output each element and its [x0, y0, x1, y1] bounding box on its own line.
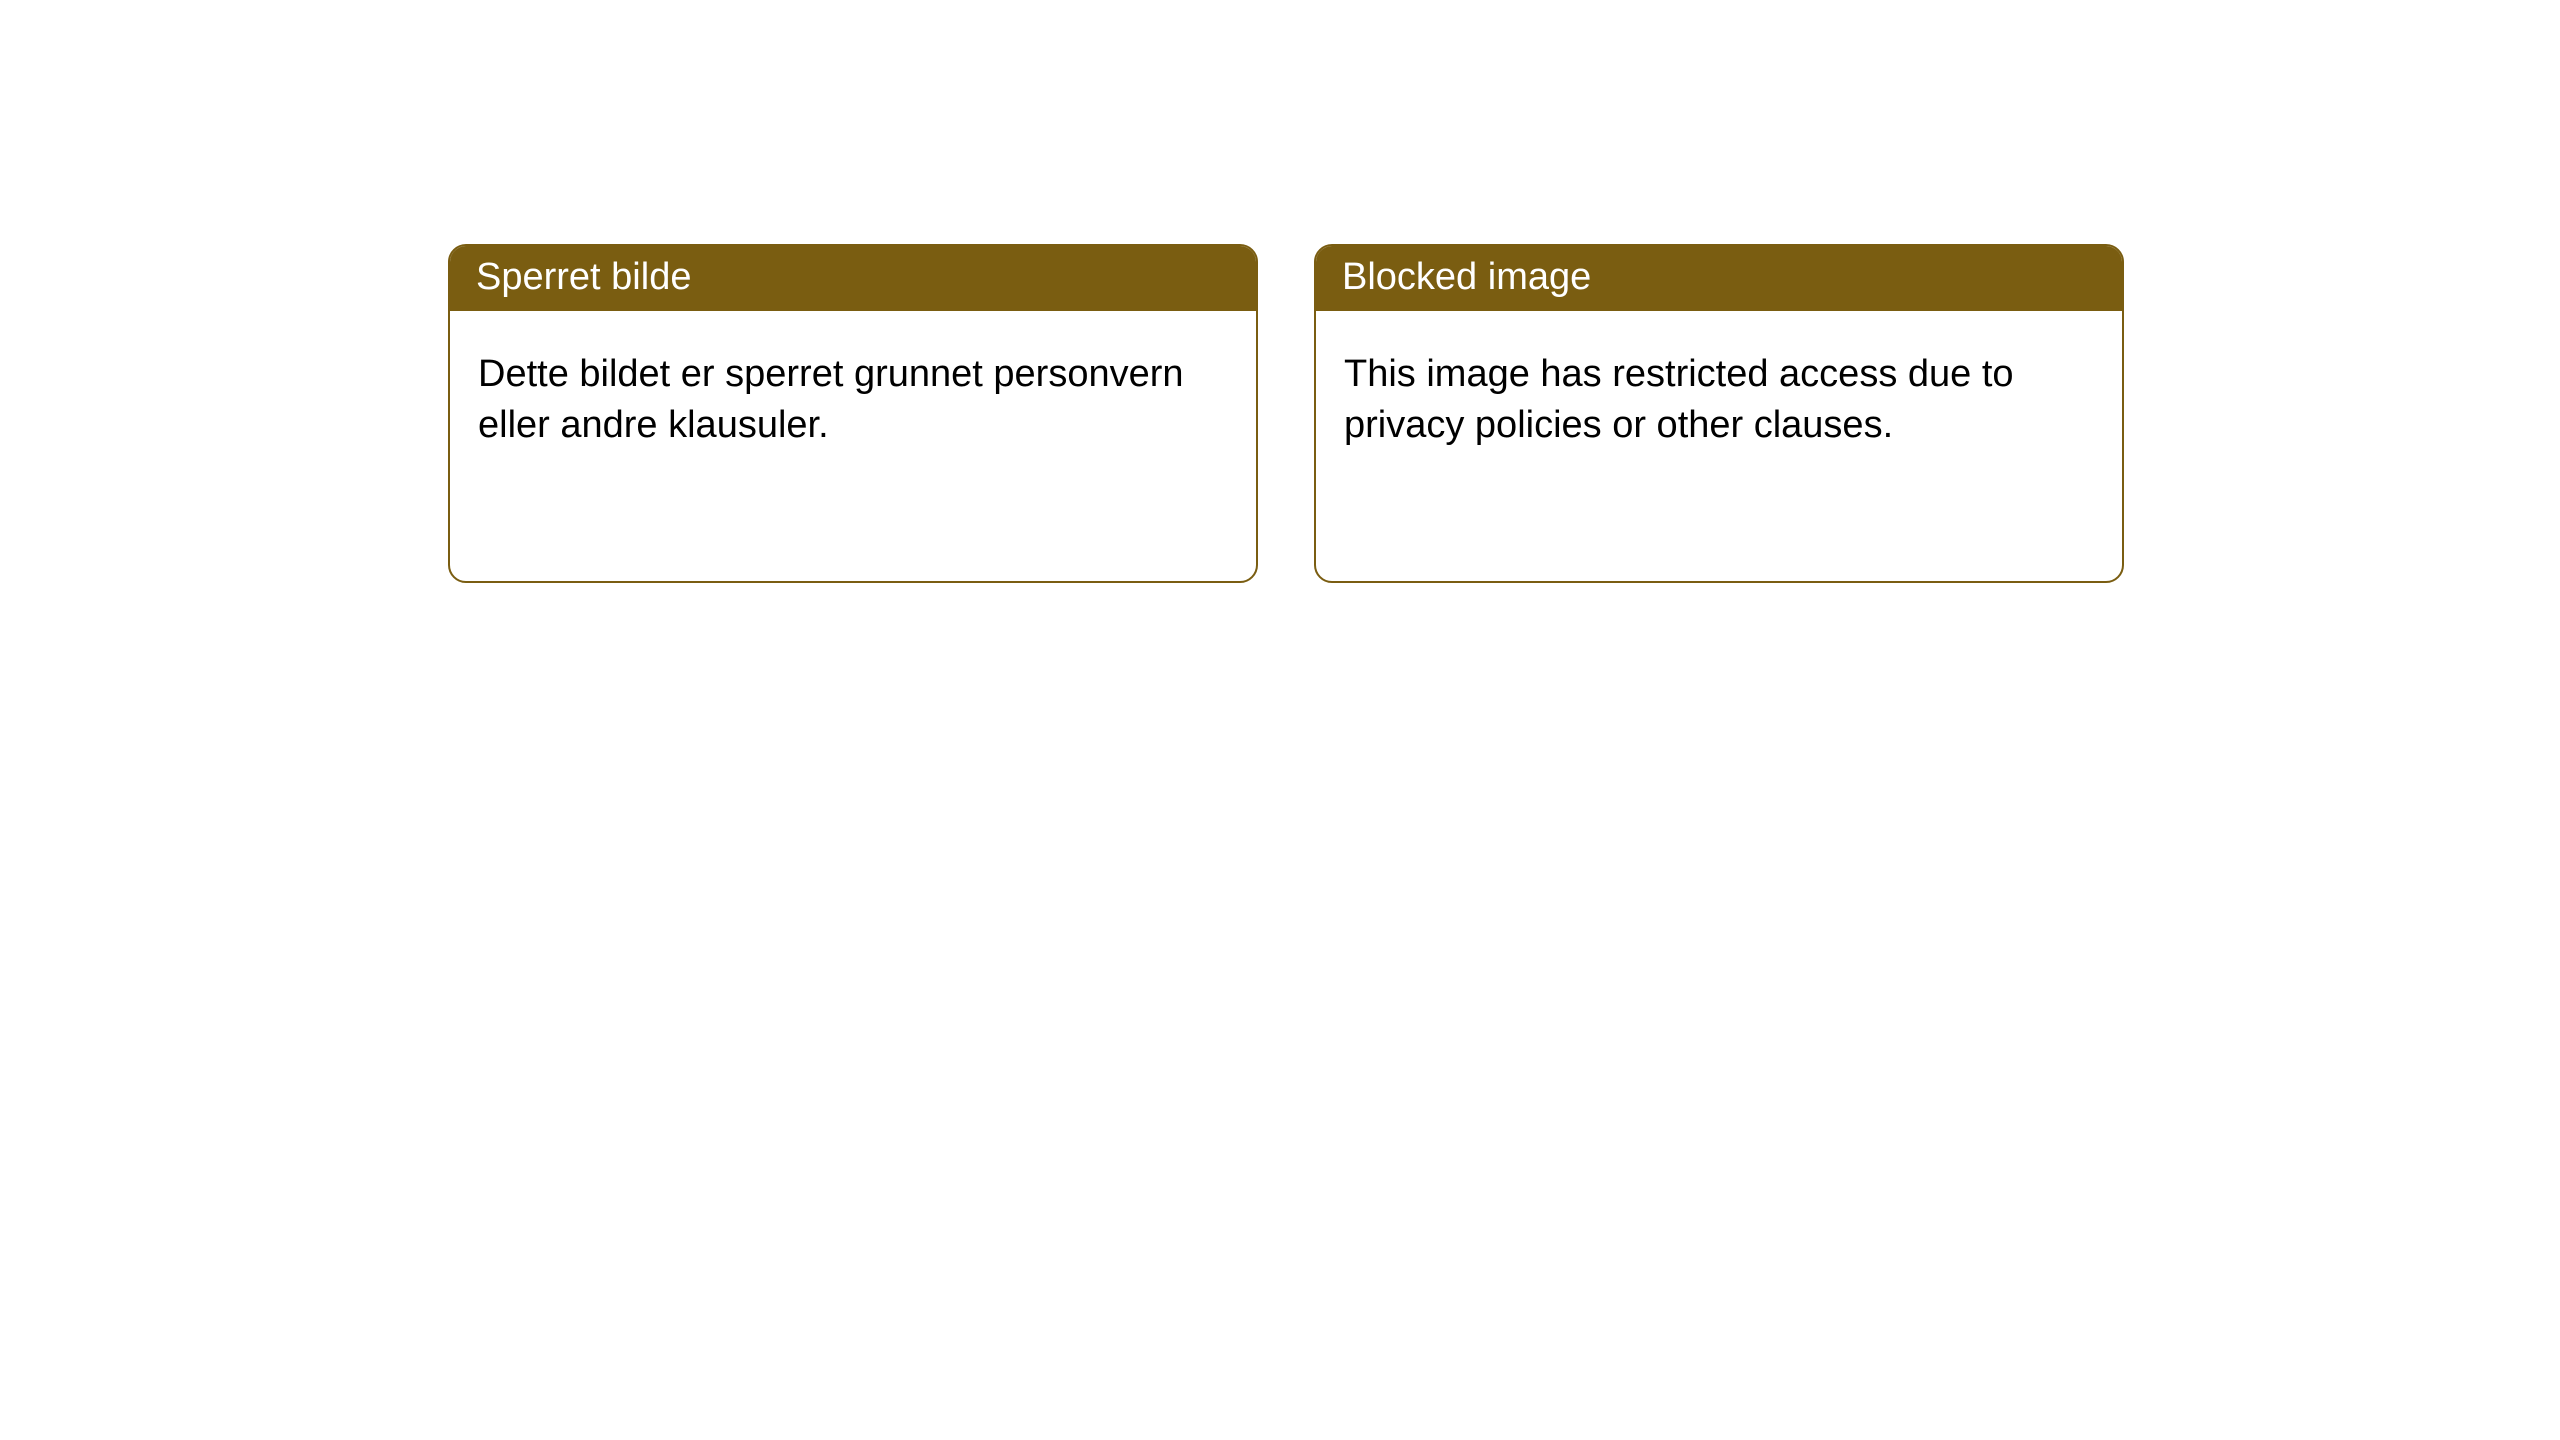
- card-title: Sperret bilde: [450, 246, 1256, 311]
- blocked-image-card-en: Blocked image This image has restricted …: [1314, 244, 2124, 583]
- card-message: Dette bildet er sperret grunnet personve…: [450, 311, 1256, 581]
- card-title: Blocked image: [1316, 246, 2122, 311]
- card-message: This image has restricted access due to …: [1316, 311, 2122, 581]
- blocked-image-card-no: Sperret bilde Dette bildet er sperret gr…: [448, 244, 1258, 583]
- notice-cards-row: Sperret bilde Dette bildet er sperret gr…: [0, 0, 2560, 583]
